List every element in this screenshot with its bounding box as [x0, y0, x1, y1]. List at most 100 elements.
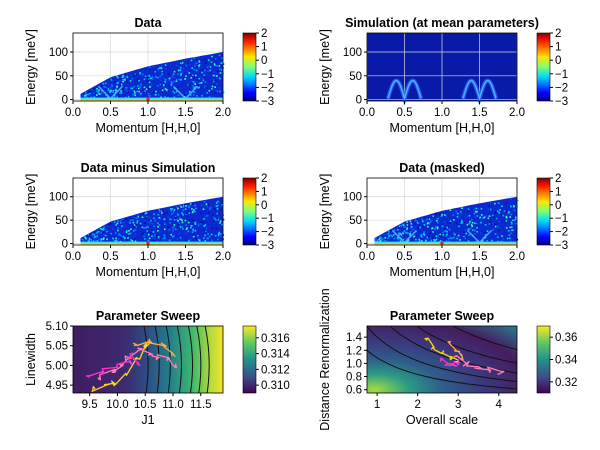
speckle — [480, 221, 482, 224]
speckle — [207, 212, 210, 214]
speckle — [507, 230, 510, 232]
colorbar-tick-label: −3 — [261, 96, 274, 108]
speckle — [491, 220, 493, 222]
speckle — [197, 238, 200, 241]
speckle — [406, 232, 408, 235]
speckle — [471, 229, 474, 231]
speckle — [129, 235, 132, 238]
speckle — [492, 214, 494, 217]
speckle — [203, 58, 206, 61]
speckle — [198, 86, 200, 89]
speckle — [438, 235, 441, 237]
speckle — [216, 212, 218, 215]
speckle — [432, 215, 434, 217]
speckle — [435, 212, 438, 215]
panel-4-title: Parameter Sweep — [96, 309, 201, 323]
speckle — [120, 75, 122, 77]
speckle — [122, 235, 125, 238]
speckle — [187, 84, 189, 86]
speckle — [121, 76, 124, 78]
panel-3-xtick-label: 1.5 — [472, 251, 488, 263]
speckle — [211, 69, 214, 71]
speckle — [445, 240, 448, 242]
speckle — [479, 232, 482, 234]
speckle — [393, 237, 396, 240]
speckle — [429, 221, 432, 223]
speckle — [110, 78, 112, 81]
speckle — [460, 218, 463, 221]
speckle — [511, 226, 513, 229]
speckle — [437, 217, 439, 220]
speckle — [428, 236, 430, 238]
panel-0-xtick-label: 0.5 — [103, 107, 119, 119]
speckle — [142, 96, 144, 98]
speckle — [87, 234, 90, 236]
speckle — [400, 224, 403, 227]
speckle — [95, 239, 97, 242]
speckle — [168, 79, 171, 82]
speckle — [117, 82, 119, 84]
speckle — [126, 76, 129, 78]
speckle — [125, 231, 128, 233]
speckle — [93, 96, 96, 99]
speckle — [110, 232, 112, 235]
speckle — [187, 221, 190, 224]
speckle — [461, 207, 463, 209]
speckle — [177, 214, 179, 216]
speckle — [218, 65, 221, 67]
speckle — [186, 70, 189, 73]
speckle — [109, 91, 111, 93]
speckle — [136, 90, 138, 93]
speckle — [393, 229, 396, 231]
speckle — [145, 226, 147, 229]
speckle — [95, 235, 97, 237]
speckle — [140, 83, 142, 86]
speckle — [452, 214, 454, 216]
speckle — [136, 220, 139, 222]
speckle — [170, 209, 173, 212]
speckle — [415, 230, 418, 233]
speckle — [188, 72, 191, 74]
speckle — [176, 206, 178, 208]
speckle — [498, 214, 500, 217]
speckle — [473, 207, 476, 210]
dispersion-branch-core — [462, 79, 497, 102]
speckle — [123, 79, 125, 81]
speckle — [216, 200, 219, 203]
speckle — [210, 63, 212, 65]
speckle — [205, 215, 208, 217]
speckle — [109, 86, 112, 89]
speckle — [156, 234, 158, 237]
speckle — [510, 232, 512, 235]
speckle — [179, 67, 182, 69]
speckle — [143, 86, 146, 89]
panel-1-ytick-label: 0 — [356, 95, 362, 107]
speckle — [192, 81, 195, 83]
speckle — [147, 77, 149, 79]
speckle — [99, 236, 101, 239]
speckle — [454, 233, 456, 236]
speckle — [188, 205, 191, 207]
speckle — [482, 217, 485, 219]
speckle — [117, 220, 119, 223]
colorbar-tick-label: −1 — [555, 69, 568, 81]
contour-line — [143, 325, 149, 394]
speckle — [194, 223, 197, 225]
panel-5-frame — [366, 325, 518, 394]
speckle — [103, 226, 105, 228]
speckle — [185, 228, 188, 231]
speckle — [193, 220, 196, 223]
speckle — [435, 238, 438, 241]
speckle — [195, 238, 198, 240]
speckle — [97, 230, 100, 233]
speckle — [134, 233, 137, 236]
speckle — [445, 216, 448, 218]
panel-4-ytick-label: 5.05 — [46, 341, 68, 353]
speckle — [120, 92, 123, 94]
speckle — [481, 234, 484, 236]
speckle — [439, 233, 441, 236]
walk-trace-yellow — [424, 337, 460, 364]
speckle — [185, 224, 187, 226]
contour-line — [196, 325, 202, 394]
speckle — [439, 226, 441, 229]
